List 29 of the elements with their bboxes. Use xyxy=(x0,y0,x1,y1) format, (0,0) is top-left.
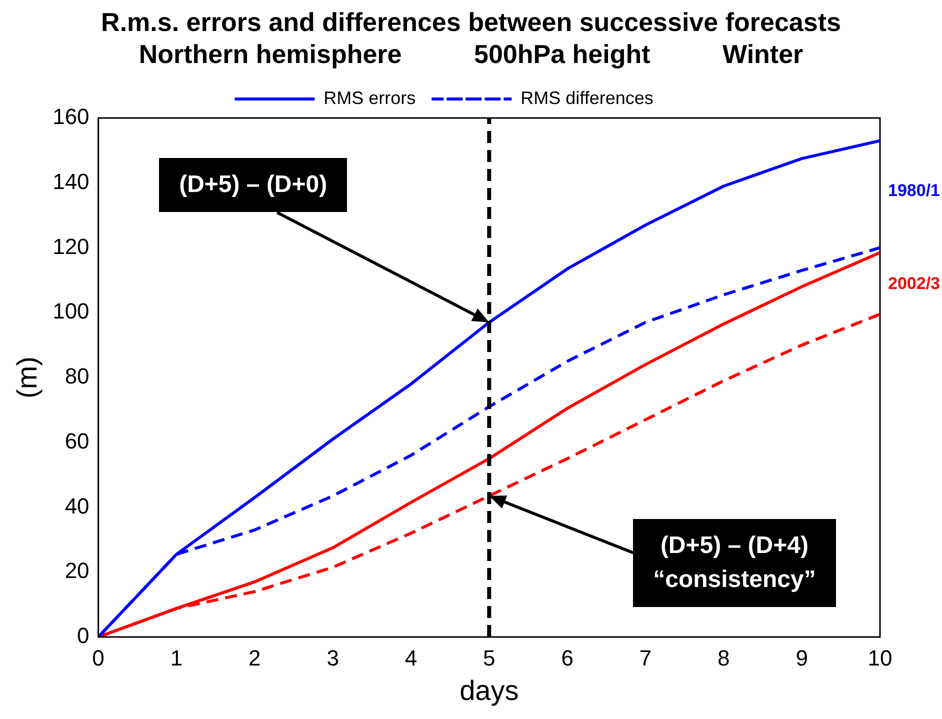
y-tick-label: 0 xyxy=(77,623,90,648)
x-tick-label: 9 xyxy=(796,645,808,670)
y-tick-label: 120 xyxy=(52,234,90,259)
annotation: (D+5) – (D+0) xyxy=(159,158,348,212)
x-tick-label: 3 xyxy=(326,645,339,670)
y-tick-label: 100 xyxy=(52,298,90,324)
x-tick-label: 2 xyxy=(248,645,261,670)
x-tick-label: 4 xyxy=(404,645,418,670)
x-tick-label: 7 xyxy=(639,645,652,670)
chart-title: R.m.s. errors and differences between successive forecasts xyxy=(100,6,842,38)
chart-subtitle: Northern hemisphere 500hPa height Winter xyxy=(138,38,804,70)
text: 1980/1 xyxy=(888,180,940,201)
y-tick-label: 160 xyxy=(52,104,90,130)
x-tick-label: 10 xyxy=(868,645,892,670)
annotation: (D+5) – (D+4) “consistency” xyxy=(633,518,836,607)
y-tick-label: 140 xyxy=(52,168,90,194)
legend-label: RMS errors xyxy=(324,88,416,108)
y-tick-label: 80 xyxy=(64,364,90,389)
y-tick-label: 60 xyxy=(64,428,90,454)
x-tick-label: 5 xyxy=(483,645,496,670)
y-axis-title: (m) xyxy=(12,356,43,398)
text: 2002/3 xyxy=(888,274,940,294)
y-tick-label: 20 xyxy=(64,558,90,584)
y-tick-label: 40 xyxy=(64,493,90,518)
x-tick-label: 8 xyxy=(718,645,730,670)
legend-label: RMS differences xyxy=(520,88,654,108)
x-axis-title: days xyxy=(460,674,519,706)
x-tick-label: 1 xyxy=(170,645,183,670)
x-tick-label: 6 xyxy=(561,645,574,670)
